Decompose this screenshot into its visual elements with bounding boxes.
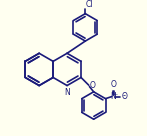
Text: N: N: [110, 92, 116, 101]
Text: O: O: [121, 92, 127, 101]
Text: Cl: Cl: [85, 0, 93, 10]
Text: O: O: [110, 80, 116, 89]
Text: +: +: [112, 92, 118, 97]
Text: O: O: [90, 81, 96, 90]
Text: N: N: [64, 88, 70, 97]
Text: -: -: [123, 91, 126, 100]
